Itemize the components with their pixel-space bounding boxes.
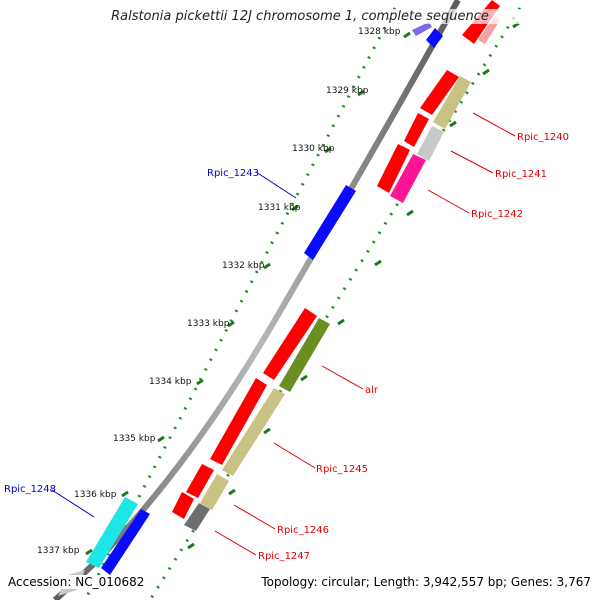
tick-label-1334: 1334 kbp <box>149 377 192 387</box>
tick-marks-left <box>85 31 411 556</box>
gene-rpic-1248-cyan[interactable] <box>86 497 138 568</box>
tick-mark <box>263 262 271 270</box>
tick-mark <box>482 68 490 76</box>
tick-mark <box>449 120 457 128</box>
tick-label-1332: 1332 kbp <box>222 261 265 271</box>
tick-mark <box>374 259 382 267</box>
leader-line-rpic-1245 <box>273 442 316 469</box>
tick-mark <box>196 378 204 386</box>
gene-rpic-1246-red[interactable] <box>186 464 214 498</box>
tick-mark <box>227 320 235 328</box>
gene-label-rpic-1246[interactable]: Rpic_1246 <box>277 525 329 536</box>
gene-rpic-1247-red[interactable] <box>172 492 194 519</box>
tick-mark <box>300 374 308 382</box>
leader-line-rpic-1240 <box>472 112 516 137</box>
gene-rpic-1247[interactable] <box>184 503 210 531</box>
gene-label-rpic-1241[interactable]: Rpic_1241 <box>495 169 547 180</box>
gene-rpic-1241[interactable] <box>417 126 444 161</box>
accession-text: Accession: NC_010682 <box>8 575 145 589</box>
leader-line-rpic-1242 <box>427 189 470 214</box>
leader-line-rpic-1248 <box>51 489 95 518</box>
gene-top-violet[interactable] <box>412 22 432 36</box>
gene-label-rpic-1242[interactable]: Rpic_1242 <box>471 209 523 220</box>
map-title: Ralstonia pickettii 12J chromosome 1, co… <box>0 9 600 24</box>
gene-rpic-1242-red[interactable] <box>377 144 410 193</box>
tick-mark <box>403 31 411 39</box>
leader-line-rpic-1247 <box>214 530 257 556</box>
tick-mark <box>228 488 236 496</box>
tick-mark <box>406 209 414 217</box>
leader-line-rpic-1246 <box>233 504 276 530</box>
gene-top-blue[interactable] <box>426 28 443 48</box>
tick-mark <box>357 89 365 97</box>
leader-line-rpic-1241 <box>450 150 494 174</box>
tick-label-1328: 1328 kbp <box>358 27 401 37</box>
leader-line-rpic-1243 <box>255 171 297 199</box>
tick-label-1337: 1337 kbp <box>37 546 80 556</box>
tick-mark <box>121 490 129 498</box>
gene-label-rpic-1243[interactable]: Rpic_1243 <box>207 168 259 179</box>
tick-label-1331: 1331 kbp <box>258 203 301 213</box>
gene-alr[interactable] <box>279 318 330 392</box>
tick-mark <box>157 435 165 443</box>
gene-rpic-1242[interactable] <box>390 154 426 203</box>
gene-rpic-1245-red[interactable] <box>210 378 267 465</box>
tick-mark <box>263 427 271 435</box>
gene-label-rpic-1240[interactable]: Rpic_1240 <box>517 132 569 143</box>
gene-alr-red[interactable] <box>263 308 317 380</box>
tick-mark <box>85 548 93 556</box>
tick-mark <box>337 318 345 326</box>
leader-line-alr <box>321 365 364 390</box>
gene-label-rpic-1245[interactable]: Rpic_1245 <box>316 464 368 475</box>
chromosome-backbone <box>53 0 461 600</box>
gene-label-rpic-1247[interactable]: Rpic_1247 <box>258 551 310 562</box>
outer-tick-track-left <box>83 7 397 600</box>
tick-label-1336: 1336 kbp <box>74 490 117 500</box>
tick-label-1330: 1330 kbp <box>292 144 335 154</box>
tick-mark <box>324 146 332 154</box>
gene-rpic-1240-red[interactable] <box>420 70 459 115</box>
tick-label-1333: 1333 kbp <box>187 319 230 329</box>
gene-label-alr[interactable]: alr <box>365 385 379 396</box>
tick-label-1329: 1329 kbp <box>326 86 369 96</box>
tick-mark <box>291 204 299 212</box>
gene-rpic-1246[interactable] <box>200 474 229 510</box>
gene-rpic-1240[interactable] <box>433 76 471 129</box>
gene-rpic-1245[interactable] <box>222 388 285 476</box>
gene-rpic-1241-red[interactable] <box>404 113 429 147</box>
tick-mark <box>187 542 195 550</box>
tick-label-1335: 1335 kbp <box>113 434 156 444</box>
gene-rpic-1243[interactable] <box>304 185 356 260</box>
gene-label-rpic-1248[interactable]: Rpic_1248 <box>4 484 56 495</box>
gene-rpic-1248-blue[interactable] <box>101 509 150 575</box>
genome-summary-text: Topology: circular; Length: 3,942,557 bp… <box>261 575 591 589</box>
